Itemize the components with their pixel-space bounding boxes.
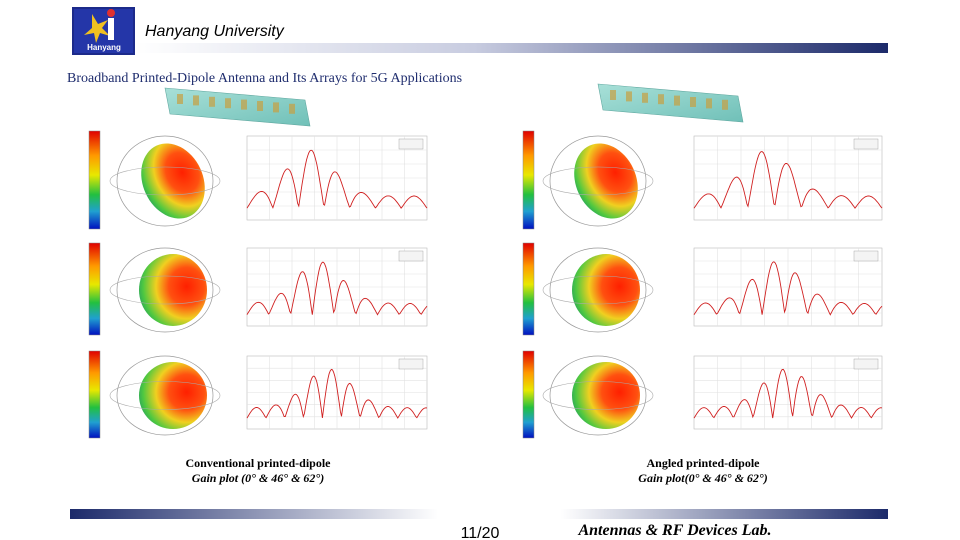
axis-circle <box>542 166 654 196</box>
header-bar <box>135 43 888 53</box>
radiation-pattern <box>572 254 640 326</box>
caption: Conventional printed-dipole <box>185 456 331 470</box>
gain-curve <box>246 368 428 419</box>
dipole-element <box>626 91 632 102</box>
color-bar <box>522 242 535 336</box>
axis-circle <box>109 381 221 410</box>
dipole-element <box>690 97 696 107</box>
radiation-pattern <box>139 362 207 429</box>
slide-title: Broadband Printed-Dipole Antenna and Its… <box>67 71 462 86</box>
color-bar <box>522 130 535 230</box>
axis-circle <box>116 247 214 333</box>
dipole-element <box>257 101 263 111</box>
gain-curve <box>693 368 883 419</box>
radiation-pattern <box>574 143 638 219</box>
dipole-element <box>225 98 231 109</box>
gain-curve <box>246 149 428 209</box>
radiation-pattern <box>141 143 205 219</box>
dipole-element <box>722 99 728 110</box>
axis-circle <box>549 135 647 227</box>
footer-bar <box>70 509 888 519</box>
figures <box>88 83 883 439</box>
axis-circle <box>109 166 221 196</box>
gain-curve <box>693 151 883 209</box>
plot-legend <box>853 358 879 370</box>
dipole-element <box>674 95 680 106</box>
color-bar <box>88 350 101 439</box>
gain-curve <box>246 261 428 316</box>
radiation-pattern <box>572 362 640 429</box>
color-bar <box>88 242 101 336</box>
dipole-element <box>289 103 295 114</box>
antenna-array-image <box>164 87 311 127</box>
gain-curve <box>693 261 883 316</box>
dipole-element <box>241 99 247 110</box>
radiation-pattern <box>139 254 207 326</box>
lab-name: Antennas & RF Devices Lab. <box>577 522 771 539</box>
dipole-element <box>658 94 664 105</box>
axis-circle <box>549 355 647 436</box>
subcaption: Gain plot (0° & 46° & 62°) <box>192 471 324 485</box>
dipole-element <box>273 102 279 113</box>
dipole-element <box>193 95 199 106</box>
plot-legend <box>398 138 424 150</box>
subcaption: Gain plot(0° & 46° & 62°) <box>638 471 767 485</box>
dipole-element <box>642 92 648 103</box>
axis-circle <box>109 275 221 305</box>
antenna-array-image <box>597 83 744 123</box>
logo-text: Hanyang <box>87 43 121 52</box>
color-bar <box>88 130 101 230</box>
plot-legend <box>853 138 879 150</box>
caption: Angled printed-dipole <box>646 456 760 470</box>
page-number: 11/20 <box>461 525 500 540</box>
dipole-element <box>209 96 215 107</box>
axis-circle <box>116 355 214 436</box>
axis-circle <box>542 275 654 305</box>
dipole-element <box>177 94 183 104</box>
color-bar <box>522 350 535 439</box>
axis-circle <box>542 381 654 410</box>
logo: Hanyang <box>72 7 135 55</box>
university-name: Hanyang University <box>145 23 285 40</box>
plot-legend <box>398 358 424 370</box>
axis-circle <box>549 247 647 333</box>
dipole-element <box>706 98 712 109</box>
dipole-element <box>610 90 616 100</box>
plot-legend <box>398 250 424 262</box>
plot-legend <box>853 250 879 262</box>
axis-circle <box>116 135 214 227</box>
